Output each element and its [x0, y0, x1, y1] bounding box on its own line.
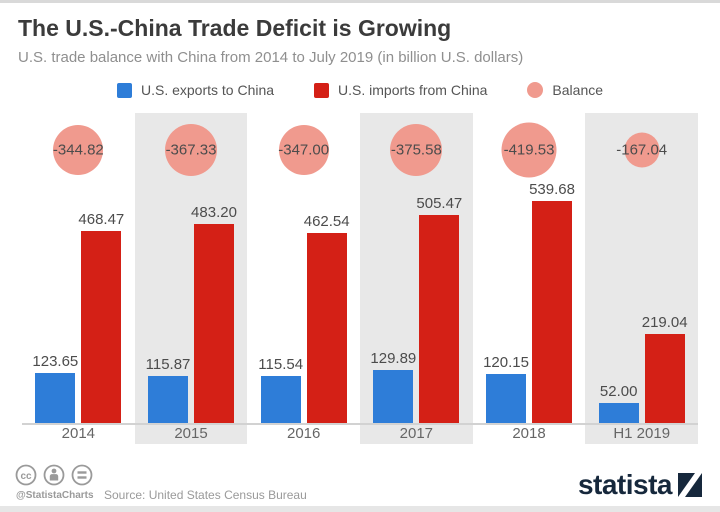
chart-column-2016: -347.00 115.54 462.54 2016 [247, 113, 360, 444]
balance-value-label: -344.82 [52, 141, 104, 159]
bar-pair: 129.89 505.47 [360, 195, 473, 424]
x-axis-label: 2016 [286, 425, 321, 442]
u-s-exports-to-china-bar: 120.15 [483, 354, 529, 424]
x-axis-label: 2014 [61, 425, 96, 442]
bar-value-label: 115.54 [258, 356, 304, 373]
balance-bubble [165, 124, 217, 176]
u-s-imports-from-china-bar: 483.20 [191, 204, 237, 424]
bar-value-label: 539.68 [529, 181, 575, 198]
bar-value-label: 505.47 [416, 195, 463, 212]
legend-label: U.S. exports to China [140, 82, 275, 98]
chart-column-2018: -419.53 120.15 539.68 2018 [473, 113, 586, 444]
bar-pair: 52.00 219.04 [585, 314, 698, 424]
u-s-exports-to-china-swatch-icon [116, 82, 132, 98]
u-s-imports-from-china-bar: 219.04 [642, 314, 688, 424]
license-icons[interactable]: cc [15, 462, 93, 493]
legend: U.S. exports to China U.S. imports from C… [0, 82, 720, 98]
statista-wordmark: statista [577, 469, 673, 500]
u-s-exports-to-china-bar: 129.89 [370, 350, 416, 424]
legend-item-u-s-imports-from-china: U.S. imports from China [314, 82, 487, 98]
balance-bubble [501, 122, 557, 178]
legend-label: Balance [552, 82, 604, 98]
page-title: The U.S.-China Trade Deficit is Growing [18, 15, 452, 41]
u-s-exports-to-china-bar: 115.54 [258, 356, 303, 424]
bar-value-label: 129.89 [370, 350, 417, 367]
cc-icon: cc [15, 464, 37, 486]
statista-logo[interactable]: statista [578, 471, 702, 499]
balance-bubble [390, 124, 443, 176]
balance-value-label: -419.53 [503, 141, 555, 159]
svg-text:cc: cc [20, 471, 32, 482]
u-s-imports-from-china-swatch-icon [314, 82, 330, 98]
statista-charts-handle: @StatistaCharts [16, 490, 94, 501]
bar-pair: 115.87 483.20 [135, 204, 248, 424]
page-subtitle: U.S. trade balance with China from 2014 … [18, 49, 524, 66]
balance-bubble [624, 132, 660, 168]
legend-item-u-s-exports-to-china: U.S. exports to China [116, 82, 275, 98]
balance-swatch-icon [527, 82, 544, 98]
chart-column-2014: -344.82 123.65 468.47 2014 [22, 113, 135, 444]
bar-value-label: 468.47 [78, 211, 125, 228]
statista-logo-mark [678, 473, 702, 497]
attribution-icon [43, 464, 65, 486]
bar-pair: 123.65 468.47 [22, 211, 135, 424]
chart-column-2017: -375.58 129.89 505.47 2017 [360, 113, 473, 444]
legend-item-balance: Balance [527, 82, 603, 98]
x-axis-label: H1 2019 [613, 425, 671, 442]
equal-icon [71, 464, 93, 486]
x-axis-line [22, 423, 698, 425]
bar-value-label: 120.15 [483, 354, 529, 371]
bar-value-label: 462.54 [303, 213, 350, 230]
u-s-imports-from-china-bar: 468.47 [78, 211, 124, 424]
source-credit: Source: United States Census Bureau [104, 488, 307, 502]
bar-value-label: 52.00 [599, 383, 638, 400]
u-s-imports-from-china-bar: 539.68 [529, 181, 575, 424]
x-axis-label: 2015 [174, 425, 208, 442]
bar-value-label: 219.04 [641, 314, 688, 331]
bar-value-label: 483.20 [191, 204, 237, 221]
u-s-exports-to-china-bar: 115.87 [146, 356, 190, 424]
bottom-edge-strip [0, 506, 720, 512]
legend-label: U.S. imports from China [338, 82, 488, 98]
x-axis-label: 2017 [399, 425, 434, 442]
u-s-exports-to-china-bar: 123.65 [32, 353, 78, 424]
chart-column-2015: -367.33 115.87 483.20 2015 [134, 113, 248, 444]
bar-chart: -344.82 123.65 468.47 2014 -367.33 115.87 483.… [22, 113, 699, 444]
u-s-exports-to-china-bar: 52.00 [598, 383, 639, 424]
bar-pair: 120.15 539.68 [473, 181, 586, 424]
u-s-imports-from-china-bar: 462.54 [304, 213, 350, 424]
balance-value-label: -167.04 [616, 141, 668, 159]
bar-value-label: 123.65 [32, 353, 79, 370]
balance-value-label: -375.58 [390, 141, 442, 159]
u-s-imports-from-china-bar: 505.47 [416, 195, 462, 424]
balance-value-label: -347.00 [278, 141, 330, 159]
bar-value-label: 115.87 [145, 356, 191, 373]
balance-bubble [278, 125, 329, 175]
x-axis-label: 2018 [512, 425, 546, 442]
bar-pair: 115.54 462.54 [247, 213, 360, 424]
balance-value-label: -367.33 [165, 141, 217, 159]
chart-column-h1-2019: -167.04 52.00 219.04 H1 2019 [585, 113, 699, 444]
balance-bubble [53, 125, 104, 175]
